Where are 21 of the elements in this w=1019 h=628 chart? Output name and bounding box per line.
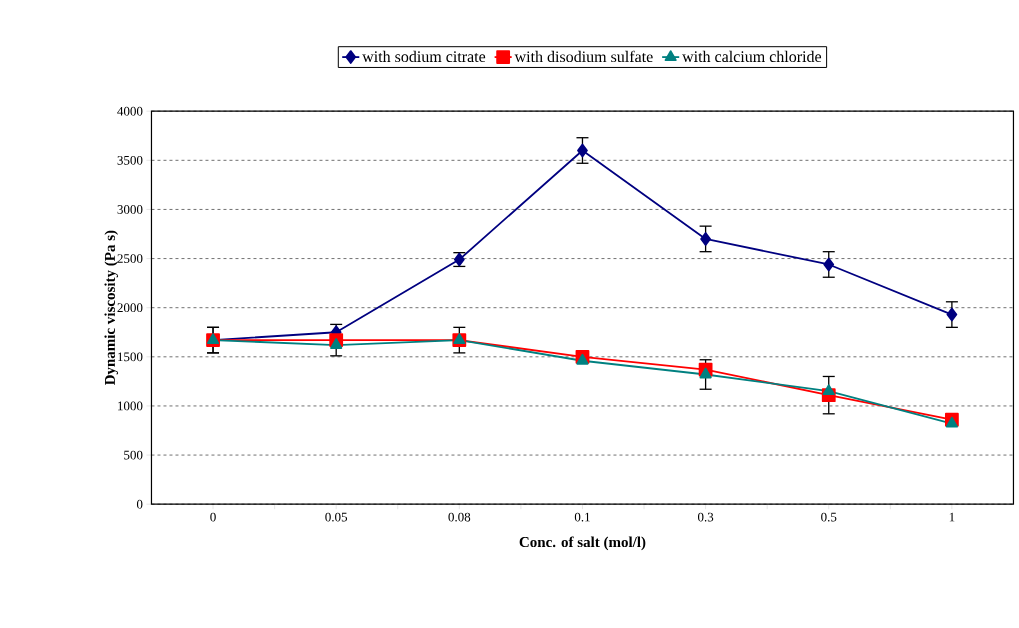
y-tick-label: 4000 — [117, 106, 143, 116]
x-axis-title: Conc. of salt (mol/l) — [519, 536, 646, 551]
y-tick-label: 3500 — [117, 155, 143, 165]
x-tick-label: 0.1 — [574, 512, 590, 522]
x-tick-label: 0.5 — [821, 512, 837, 522]
y-tick-label: 1000 — [118, 401, 143, 411]
y-tick-label: 3000 — [117, 205, 143, 214]
legend-label: with disodium sulfate — [514, 50, 653, 63]
legend-label: with sodium citrate — [362, 50, 486, 63]
y-tick-label: 0 — [136, 499, 143, 509]
x-tick-label: 0 — [210, 512, 216, 522]
x-tick-label: 0.08 — [448, 512, 471, 522]
x-tick-label: 0.3 — [697, 512, 714, 522]
y-tick-label: 2000 — [117, 303, 143, 313]
legend-label: with calcium chloride — [682, 50, 822, 63]
x-tick-label: 0.05 — [325, 512, 348, 522]
y-axis-title: Dynamic viscosity (Pa s) — [104, 230, 119, 386]
y-tick-label: 1500 — [118, 352, 143, 362]
x-tick-label: 1 — [949, 512, 955, 522]
y-tick-label: 500 — [124, 450, 143, 460]
y-tick-label: 2500 — [117, 254, 143, 263]
